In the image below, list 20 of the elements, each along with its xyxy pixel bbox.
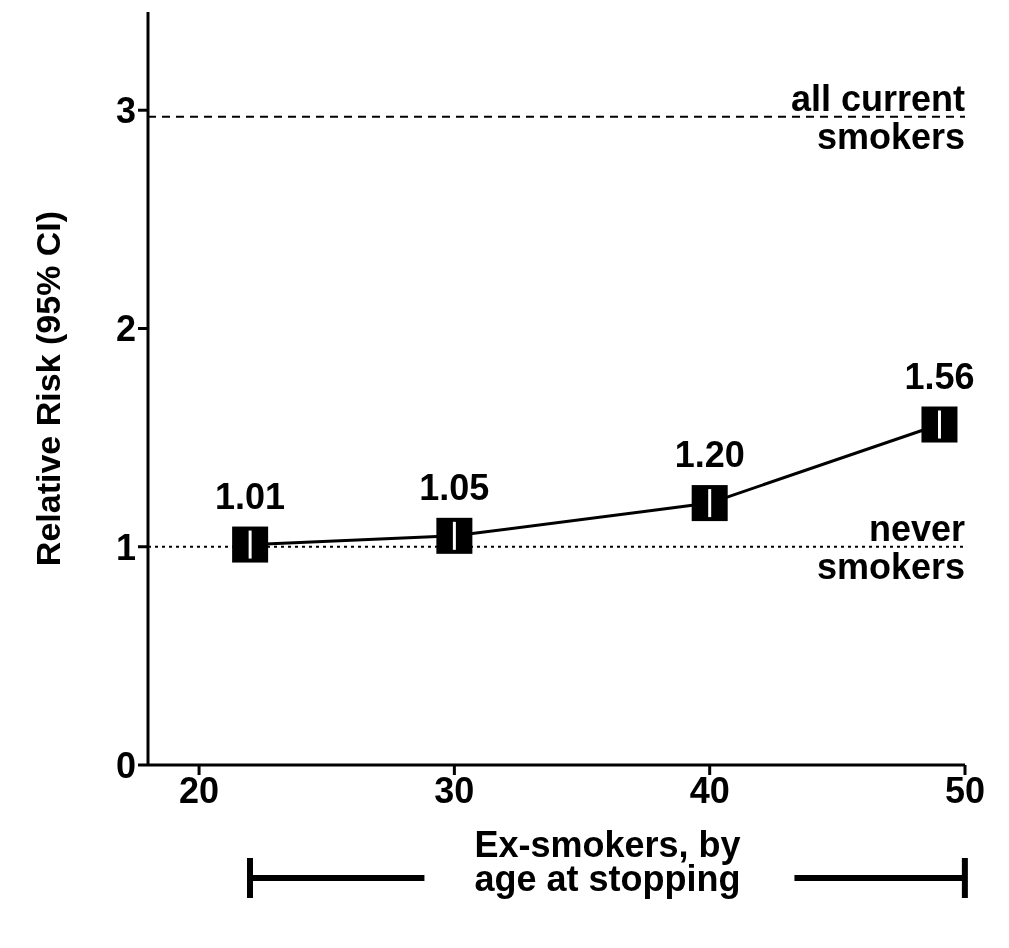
data-label: 1.56 [904, 355, 975, 397]
point [436, 517, 473, 554]
y-tick-label: 3 [115, 90, 136, 131]
ref-line-label: all current smokers [790, 77, 966, 157]
point [232, 526, 269, 563]
point [921, 406, 958, 443]
data-label: 1.01 [215, 475, 286, 517]
x-tick-label: 50 [944, 769, 986, 811]
y-axis-title: Relative Risk (95% CI) [29, 210, 67, 567]
y-tick-label: 1 [115, 526, 136, 568]
x-tick-label: 40 [689, 769, 730, 811]
y-tick-label: 2 [115, 308, 136, 350]
data-label: 1.20 [674, 434, 745, 476]
y-tick-label: 0 [115, 744, 136, 786]
x-axis-title: Ex-smokers, by age at stopping [473, 824, 742, 899]
point [691, 485, 728, 522]
x-tick-label: 20 [179, 769, 220, 811]
data-label: 1.05 [419, 466, 490, 508]
ref-line-label: never smokers [816, 507, 965, 587]
x-tick-label: 30 [434, 769, 475, 811]
